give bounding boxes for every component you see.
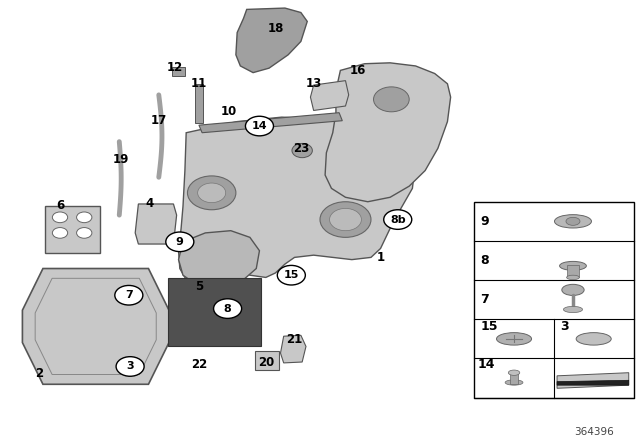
Polygon shape xyxy=(280,335,306,363)
Polygon shape xyxy=(557,380,628,385)
Text: 22: 22 xyxy=(191,358,207,371)
Ellipse shape xyxy=(497,332,532,345)
Circle shape xyxy=(330,208,362,231)
Polygon shape xyxy=(135,204,177,244)
Text: 21: 21 xyxy=(286,333,303,346)
Text: 9: 9 xyxy=(176,237,184,247)
Text: 7: 7 xyxy=(481,293,490,306)
Circle shape xyxy=(198,183,226,202)
Polygon shape xyxy=(179,231,259,289)
Text: 16: 16 xyxy=(350,64,367,77)
Text: 11: 11 xyxy=(191,77,207,90)
Ellipse shape xyxy=(508,370,520,375)
Text: 7: 7 xyxy=(125,290,132,300)
Ellipse shape xyxy=(562,284,584,296)
Text: 8: 8 xyxy=(224,304,232,314)
Circle shape xyxy=(292,143,312,158)
Polygon shape xyxy=(557,373,628,388)
Text: 1: 1 xyxy=(376,251,385,264)
Polygon shape xyxy=(236,8,307,73)
Text: 3: 3 xyxy=(560,320,569,333)
Circle shape xyxy=(188,176,236,210)
Text: 9: 9 xyxy=(481,215,489,228)
Text: 23: 23 xyxy=(292,142,309,155)
Text: 364396: 364396 xyxy=(574,427,614,437)
Bar xyxy=(255,351,279,370)
Polygon shape xyxy=(310,81,349,111)
Text: 8: 8 xyxy=(481,254,489,267)
Text: 14: 14 xyxy=(477,358,495,371)
Text: 5: 5 xyxy=(195,280,203,293)
Circle shape xyxy=(320,202,371,237)
Bar xyxy=(172,67,185,76)
Circle shape xyxy=(77,212,92,223)
Text: 13: 13 xyxy=(305,77,322,90)
Text: 15: 15 xyxy=(481,320,498,333)
Circle shape xyxy=(52,212,68,223)
Text: 18: 18 xyxy=(268,22,284,34)
Polygon shape xyxy=(199,113,342,133)
Text: 14: 14 xyxy=(252,121,268,131)
Circle shape xyxy=(277,265,305,285)
Ellipse shape xyxy=(576,332,611,345)
Ellipse shape xyxy=(566,275,579,280)
Text: 8b: 8b xyxy=(390,215,406,224)
Bar xyxy=(474,202,634,398)
Ellipse shape xyxy=(563,306,582,313)
Polygon shape xyxy=(179,117,415,282)
Text: 6: 6 xyxy=(56,199,64,212)
Text: 15: 15 xyxy=(284,270,299,280)
Circle shape xyxy=(116,357,144,376)
Circle shape xyxy=(77,228,92,238)
Circle shape xyxy=(246,116,273,136)
Ellipse shape xyxy=(559,261,586,270)
Circle shape xyxy=(214,299,242,319)
Bar xyxy=(168,278,260,346)
Bar xyxy=(566,265,579,277)
Text: 10: 10 xyxy=(221,105,237,118)
Text: 2: 2 xyxy=(36,366,44,379)
Circle shape xyxy=(374,87,409,112)
Circle shape xyxy=(166,232,194,252)
Polygon shape xyxy=(45,206,100,253)
Ellipse shape xyxy=(505,380,523,385)
Polygon shape xyxy=(22,268,169,384)
Text: 3: 3 xyxy=(126,362,134,371)
Bar xyxy=(195,84,203,123)
Text: 20: 20 xyxy=(258,356,274,369)
Polygon shape xyxy=(325,63,451,202)
Circle shape xyxy=(52,228,68,238)
Bar xyxy=(510,373,518,384)
Ellipse shape xyxy=(566,217,580,225)
Text: 17: 17 xyxy=(150,114,167,127)
Text: 19: 19 xyxy=(113,153,129,166)
Circle shape xyxy=(115,285,143,305)
Circle shape xyxy=(384,210,412,229)
Ellipse shape xyxy=(554,215,591,228)
Text: 4: 4 xyxy=(145,198,154,211)
Text: 12: 12 xyxy=(166,61,183,74)
